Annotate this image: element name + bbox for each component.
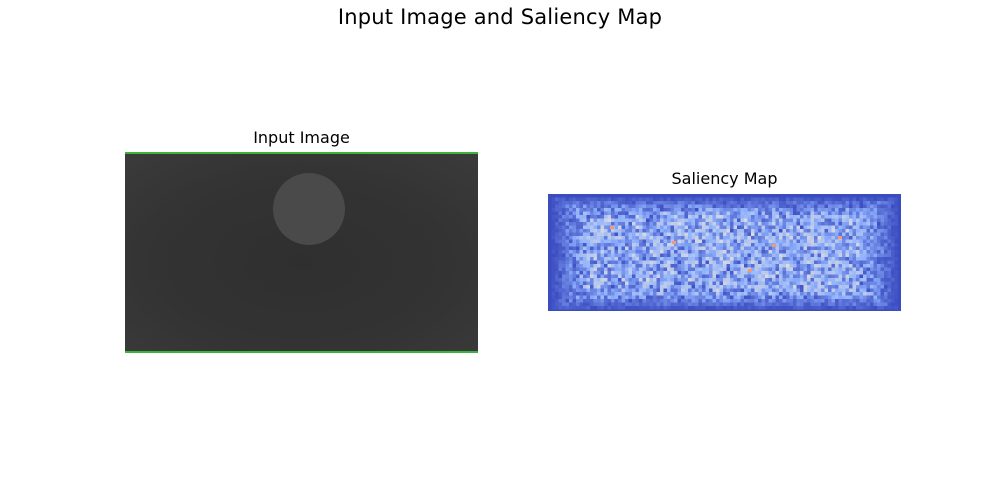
figure-title: Input Image and Saliency Map <box>337 5 663 29</box>
saliency-hotspot <box>772 244 776 247</box>
input-image <box>125 152 478 353</box>
saliency-map-cells <box>548 194 901 311</box>
saliency-hotspot <box>610 226 614 229</box>
saliency-hotspot <box>672 241 676 244</box>
saliency-hotspot <box>838 236 842 239</box>
input-image-title: Input Image <box>253 128 350 147</box>
saliency-hotspot <box>748 269 752 272</box>
saliency-map <box>548 194 901 311</box>
input-image-blob <box>273 173 345 245</box>
saliency-map-title: Saliency Map <box>671 169 778 188</box>
